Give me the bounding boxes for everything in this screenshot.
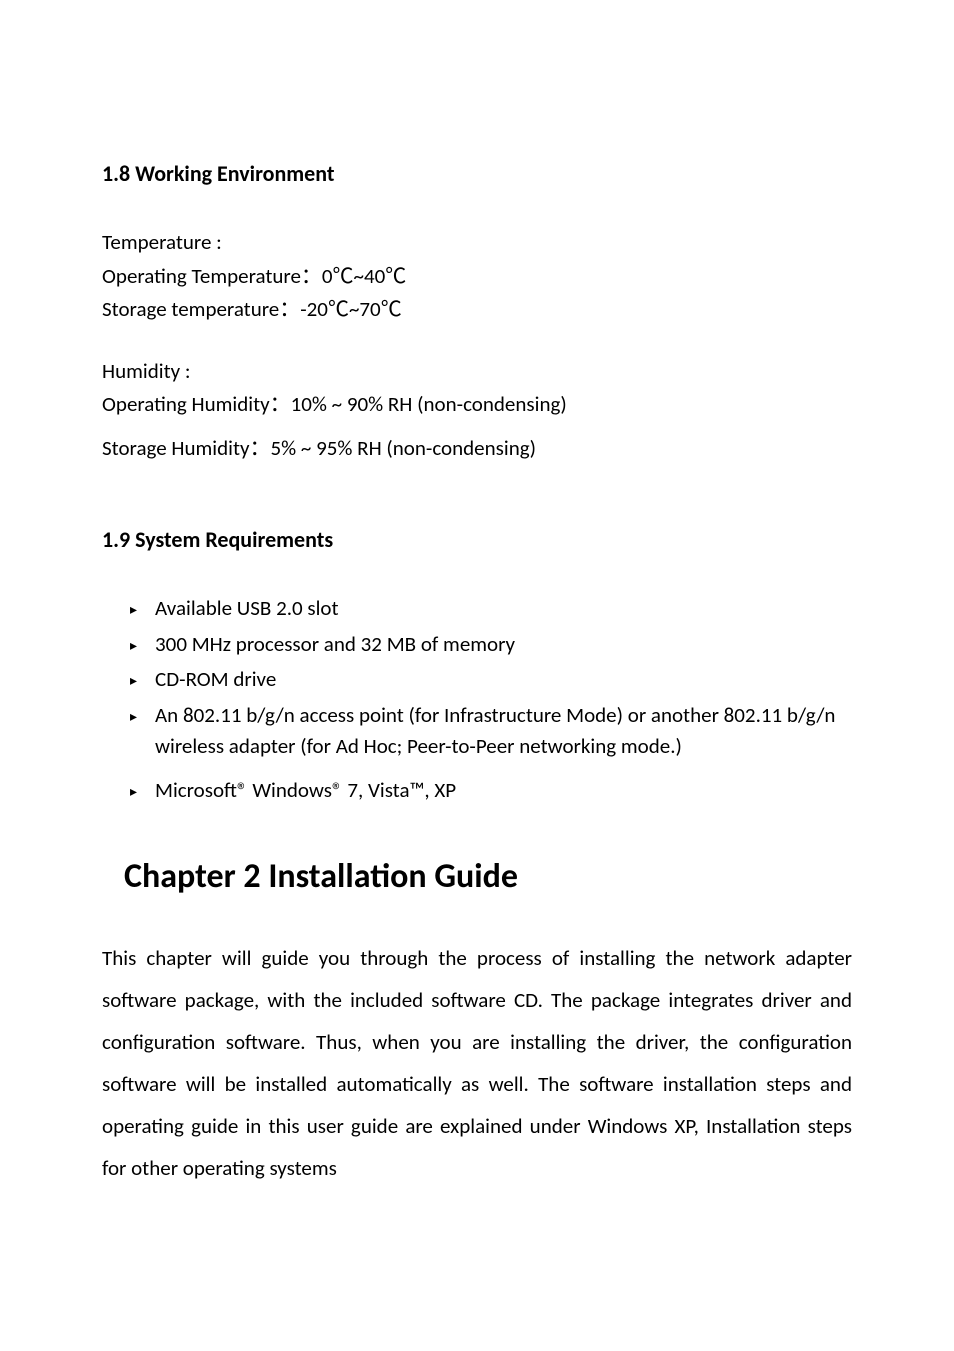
storage-humidity: Storage Humidity：5% ~ 95% RH (non-conden…: [102, 433, 852, 465]
requirements-list: ▸ Available USB 2.0 slot ▸ 300 MHz proce…: [102, 593, 852, 806]
list-item-text: 300 MHz processor and 32 MB of memory: [155, 629, 852, 661]
storage-temperature: Storage temperature：-20℃~70℃: [102, 294, 852, 326]
section-1-8-heading: 1.8 Working Environment: [102, 160, 852, 187]
list-item-text: An 802.11 b/g/n access point (for Infras…: [155, 700, 852, 763]
list-item: ▸ Available USB 2.0 slot: [130, 593, 852, 625]
list-item-text: CD-ROM drive: [155, 664, 852, 696]
section-1-8: 1.8 Working Environment Temperature : Op…: [102, 160, 852, 464]
list-item-text: Available USB 2.0 slot: [155, 593, 852, 625]
bullet-icon: ▸: [130, 670, 137, 691]
chapter-2-heading: Chapter 2 Installation Guide: [124, 856, 852, 897]
operating-temperature: Operating Temperature：0℃~40℃: [102, 261, 852, 293]
bullet-icon: ▸: [130, 706, 137, 727]
section-1-9-heading: 1.9 System Requirements: [102, 526, 852, 553]
bullet-icon: ▸: [130, 781, 137, 802]
bullet-icon: ▸: [130, 635, 137, 656]
list-item: ▸ Microsoft® Windows® 7, Vista™, XP: [130, 775, 852, 807]
section-1-9: 1.9 System Requirements ▸ Available USB …: [102, 526, 852, 806]
operating-humidity: Operating Humidity：10% ~ 90% RH (non-con…: [102, 389, 852, 421]
chapter-2-paragraph: This chapter will guide you through the …: [102, 937, 852, 1189]
humidity-label: Humidity :: [102, 356, 852, 388]
list-item: ▸ CD-ROM drive: [130, 664, 852, 696]
list-item: ▸ An 802.11 b/g/n access point (for Infr…: [130, 700, 852, 763]
list-item-text: Microsoft® Windows® 7, Vista™, XP: [155, 775, 852, 807]
temperature-label: Temperature :: [102, 227, 852, 259]
bullet-icon: ▸: [130, 599, 137, 620]
list-item: ▸ 300 MHz processor and 32 MB of memory: [130, 629, 852, 661]
